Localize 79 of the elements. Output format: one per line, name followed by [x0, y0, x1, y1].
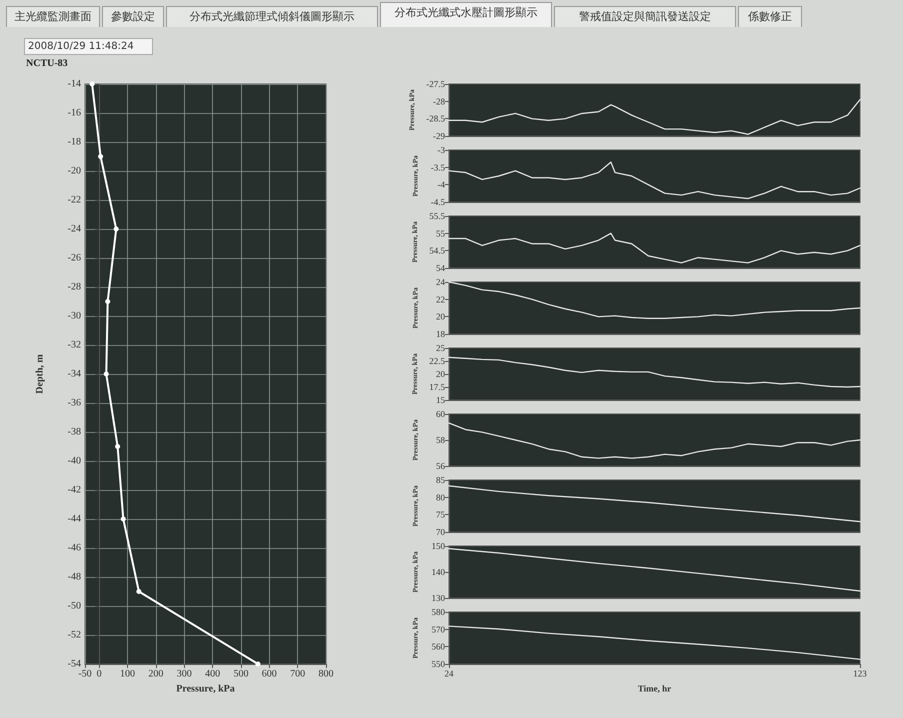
x-tick-label: 100 — [120, 668, 136, 680]
x-tick-label: 123 — [853, 668, 868, 678]
text: 警戒值設定與簡訊發送設定 — [554, 6, 736, 27]
y-tick-label: 17.5 — [429, 382, 446, 392]
y-tick-label: 22.5 — [429, 356, 446, 366]
y-tick-label: -16 — [68, 108, 81, 118]
x-tick-label: 300 — [176, 668, 192, 680]
y-tick-label: 15 — [436, 395, 446, 405]
y-tick-label: -18 — [68, 136, 81, 148]
y-tick-label: 25 — [436, 343, 446, 353]
y-tick-label: 60 — [436, 409, 446, 419]
x-tick-label: 700 — [290, 668, 306, 680]
y-tick-label: -32 — [68, 340, 81, 350]
y-tick-label: -50 — [68, 600, 81, 612]
x-tick-label: 600 — [262, 668, 277, 680]
y-tick-label: -42 — [68, 484, 81, 496]
text: 分布式光纖節理式傾斜儀圖形顯示 — [166, 6, 378, 27]
y-tick-label: -48 — [68, 572, 81, 582]
y-tick-label: -38 — [68, 426, 81, 438]
chart-title: NCTU-83 — [26, 58, 68, 69]
y-tick-label: 550 — [432, 659, 446, 669]
y-axis-title: Depth, m — [34, 354, 46, 394]
y-tick-label: -4.5 — [430, 197, 446, 207]
y-tick-label: 22 — [436, 294, 445, 304]
y-tick-label: -4 — [438, 180, 446, 190]
y-tick-label: 85 — [436, 475, 446, 485]
y-tick-label: -27.5 — [426, 79, 446, 89]
y-tick-label: -36 — [68, 398, 81, 408]
text: 分布式光纖式水壓計圖形顯示 — [380, 2, 552, 27]
x-tick-label: 400 — [205, 668, 220, 680]
y-tick-label: -22 — [68, 194, 81, 206]
y-tick-label: 570 — [432, 624, 446, 634]
y-tick-label: 140 — [432, 567, 446, 577]
text: 參數設定 — [102, 6, 164, 27]
y-tick-label: -52 — [68, 630, 81, 640]
x-tick-label: 800 — [318, 668, 334, 680]
y-tick-label: 20 — [436, 369, 446, 379]
y-tick-label: 20 — [436, 312, 446, 322]
y-tick-label: 70 — [436, 527, 446, 537]
y-tick-label: 56 — [436, 461, 446, 471]
x-tick-label: 500 — [233, 668, 248, 680]
y-tick-label: 58 — [436, 435, 446, 445]
y-tick-label: 55 — [436, 228, 446, 238]
y-tick-label: 75 — [436, 510, 446, 520]
text: 2008/10/29 11:48:24 — [24, 38, 153, 55]
y-tick-label: -28 — [433, 96, 446, 106]
y-tick-label: -34 — [68, 368, 81, 380]
x-tick-label: 200 — [148, 668, 164, 680]
y-tick-label: 150 — [432, 541, 446, 551]
y-tick-label: 18 — [436, 329, 446, 339]
x-tick-label: 24 — [444, 668, 454, 678]
y-tick-label: -30 — [68, 310, 81, 322]
x-axis-title: Time, hr — [638, 684, 672, 694]
y-tick-label: -54 — [68, 658, 81, 670]
y-tick-label: -14 — [68, 78, 81, 90]
text: 主光纜監測畫面 — [6, 6, 100, 27]
y-tick-label: 130 — [432, 593, 446, 603]
y-tick-label: -46 — [68, 542, 81, 554]
x-tick-label: 0 — [96, 668, 102, 680]
y-tick-label: 80 — [436, 492, 446, 502]
text: 係數修正 — [738, 6, 802, 27]
y-tick-label: -40 — [68, 456, 81, 466]
y-tick-label: 580 — [432, 607, 446, 617]
y-tick-label: -29 — [433, 131, 446, 141]
y-tick-label: -44 — [68, 514, 81, 524]
y-tick-label: 54.5 — [429, 246, 446, 256]
y-tick-label: -3 — [438, 145, 446, 155]
y-tick-label: -24 — [68, 224, 81, 234]
y-tick-label: -3.5 — [430, 162, 446, 172]
y-tick-label: 560 — [432, 642, 446, 652]
x-axis-title: Pressure, kPa — [176, 684, 235, 694]
y-tick-label: 54 — [436, 263, 446, 273]
y-tick-label: -26 — [68, 252, 81, 264]
y-tick-label: 24 — [436, 277, 446, 287]
y-tick-label: 55.5 — [429, 211, 446, 221]
y-tick-label: -20 — [68, 166, 81, 176]
x-tick-label: -50 — [78, 668, 92, 680]
y-tick-label: -28 — [68, 282, 81, 292]
y-tick-label: -28.5 — [426, 114, 446, 124]
